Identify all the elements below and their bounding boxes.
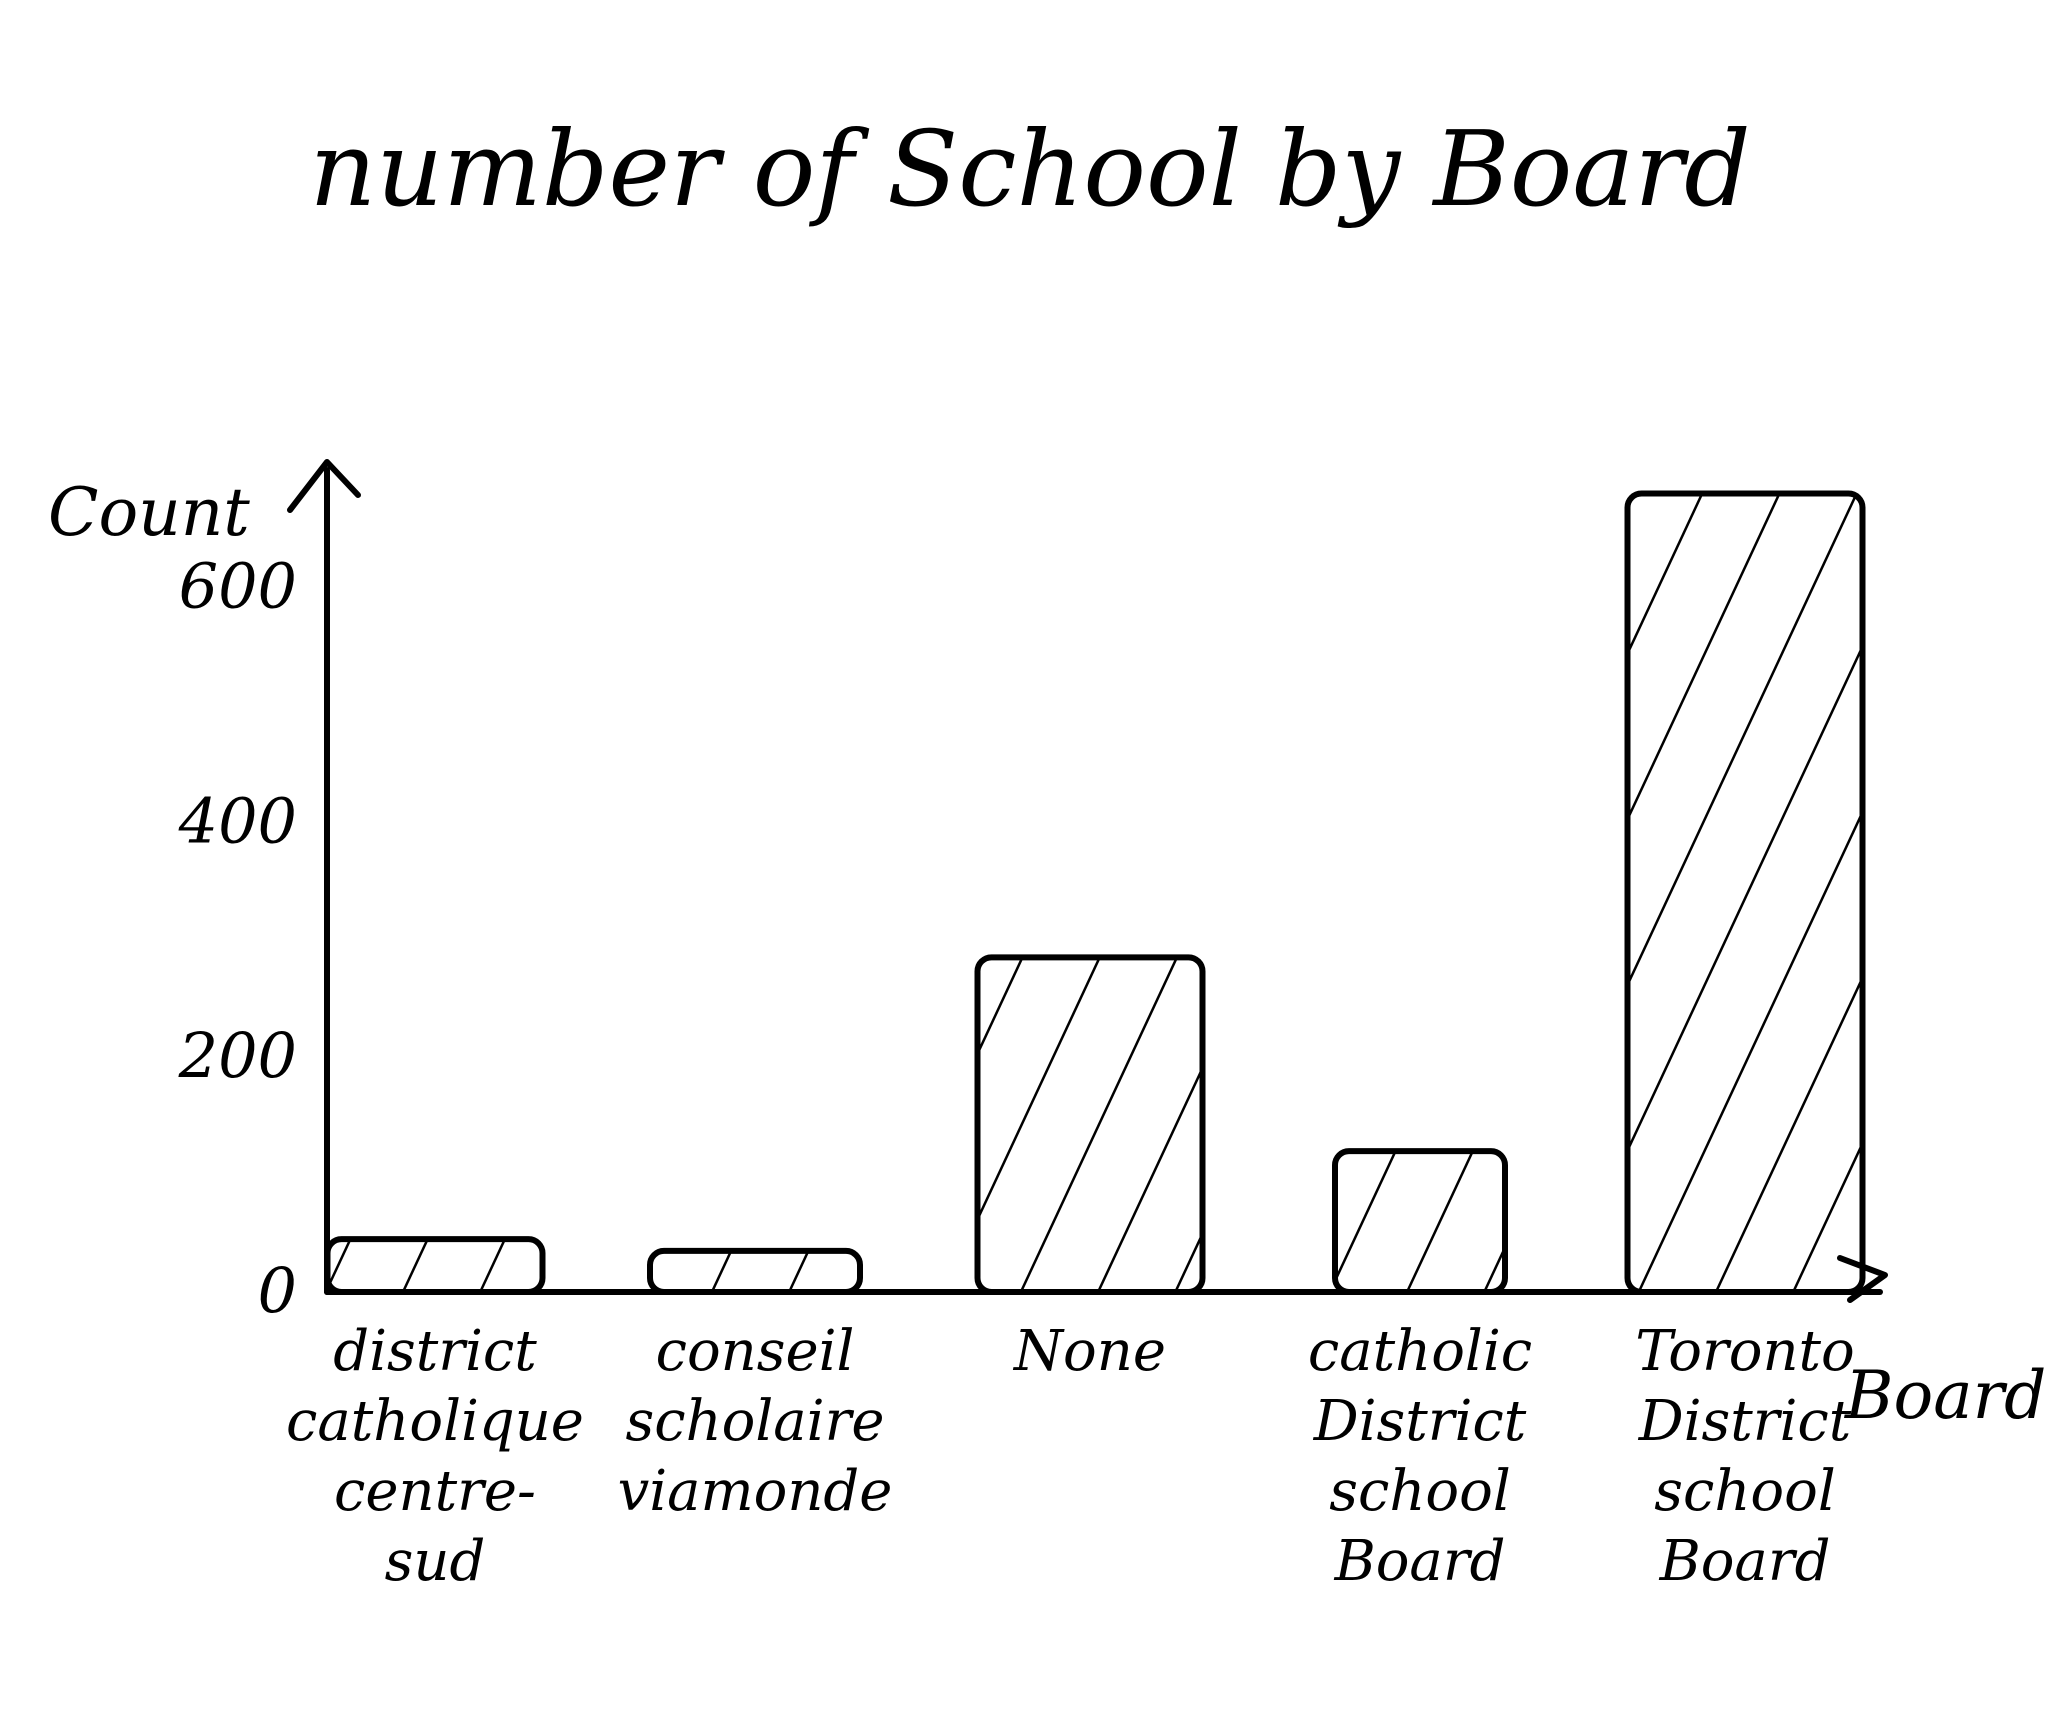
category-label: conseil scholaire viamonde [618, 1319, 893, 1524]
y-axis-arrow [287, 459, 361, 513]
bars [324, 490, 1866, 1296]
x-axis-label: Board [1844, 1357, 2046, 1434]
y-ticks: 0 200 400 600 [178, 549, 297, 1327]
y-axis-label: Count [48, 474, 250, 551]
bar [974, 954, 1206, 1295]
bar [1332, 1148, 1508, 1295]
y-tick-label: 600 [179, 549, 297, 622]
y-tick-label: 400 [178, 784, 297, 857]
y-tick-label: 200 [178, 1019, 297, 1092]
bar [324, 1236, 546, 1295]
y-tick-label: 0 [258, 1254, 297, 1327]
category-label: district catholique centre-sud [286, 1319, 584, 1594]
bar [647, 1247, 863, 1296]
category-label: None [1012, 1319, 1166, 1384]
bar [1624, 490, 1866, 1295]
chart-title: number of School by Board [309, 108, 1750, 230]
category-label: catholic District school Board [1308, 1319, 1532, 1594]
category-label: Toronto District school Board [1635, 1319, 1855, 1594]
